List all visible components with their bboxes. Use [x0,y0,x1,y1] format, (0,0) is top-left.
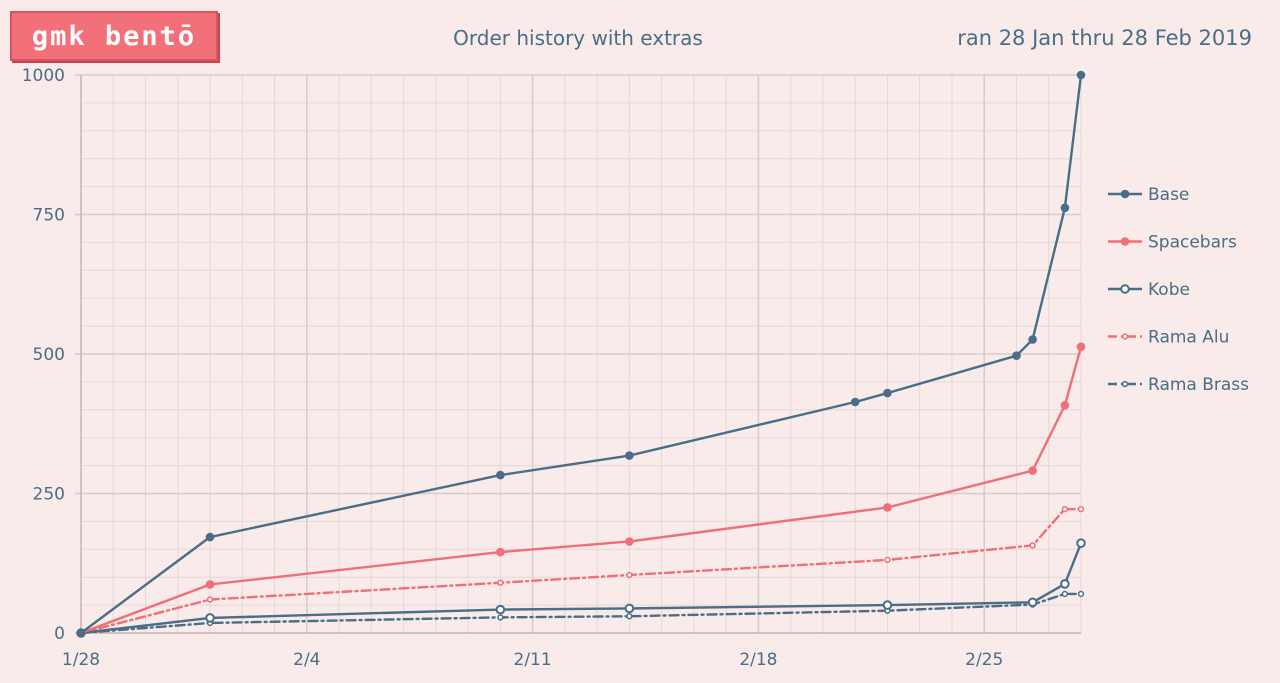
x-tick-label: 2/11 [514,650,552,670]
data-point-base [496,470,505,480]
y-tick-label: 500 [33,345,65,365]
series-base [76,70,1086,638]
data-point-kobe [1027,597,1038,608]
data-point-rama-alu [626,571,633,579]
data-point-rama-brass [626,613,633,620]
data-point-rama-brass [1061,590,1069,598]
data-point-base [1076,70,1086,80]
series [76,70,1086,638]
legend-swatch-marker [1121,333,1129,340]
data-point-rama-alu [497,579,504,586]
chart-subtitle: ran 28 Jan thru 28 Feb 2019 [957,26,1252,50]
data-point-spacebars [496,547,505,557]
legend-label: Rama Brass [1148,375,1249,395]
data-point-rama-brass [497,614,504,621]
data-point-rama-alu [1061,505,1069,513]
axes: 0 250 500 750 1000 1/28 2/4 2/11 2/18 2/25 [22,66,1081,670]
data-point-rama-brass [1077,590,1085,598]
legend-label: Kobe [1148,280,1190,300]
y-tick-label: 750 [33,206,65,226]
y-tick-label: 1000 [22,66,65,86]
brand-logo: gmk bentō [10,11,218,61]
data-point-rama-alu [884,556,891,564]
data-point-kobe [882,600,893,610]
legend-swatch-marker [1121,380,1129,388]
data-point-rama-alu [1029,542,1036,549]
data-point-spacebars [1028,466,1037,475]
series-line-rama-brass [79,592,1083,635]
data-point-spacebars [883,503,892,512]
data-point-rama-alu [1077,505,1085,513]
data-point-base [76,628,86,638]
legend: Base Spacebars Kobe Rama Alu Rama Brass [1108,185,1249,395]
data-point-kobe [495,604,506,615]
data-point-base [1060,203,1070,213]
brand-logo-text: gmk bentō [31,20,197,52]
data-point-base [205,532,215,542]
legend-item-rama-brass: Rama Brass [1108,375,1249,395]
legend-item-rama-alu: Rama Alu [1108,328,1229,348]
x-tick-label: 2/4 [293,650,320,670]
series-rama-brass [77,590,1085,637]
legend-item-spacebars: Spacebars [1108,233,1237,253]
grid [75,74,1082,634]
legend-label: Base [1148,185,1189,205]
data-point-base [1028,335,1037,344]
chart-title: Order history with extras [453,26,703,50]
legend-item-kobe: Kobe [1108,280,1190,300]
data-point-spacebars [205,580,215,589]
data-point-spacebars [1060,401,1070,410]
legend-label: Spacebars [1148,233,1237,253]
data-point-kobe [205,613,215,623]
x-tick-label: 2/25 [965,650,1003,670]
data-point-kobe [624,603,635,614]
y-tick-label: 0 [54,624,65,644]
data-point-rama-alu [206,596,214,603]
data-point-spacebars [625,537,634,546]
data-point-base [625,451,634,460]
legend-swatch-marker [1120,284,1130,294]
legend-swatch-marker [1120,189,1130,199]
legend-label: Rama Alu [1148,328,1229,348]
x-tick-label: 2/18 [739,650,777,670]
data-point-base [883,388,892,398]
data-point-kobe [1060,579,1070,589]
x-tick-label: 1/28 [62,650,100,670]
data-point-spacebars [1076,342,1086,352]
data-point-base [1012,351,1021,360]
data-point-kobe [1076,538,1086,548]
legend-swatch-marker [1120,237,1130,246]
series-rama-alu [77,505,1085,637]
data-point-base [850,397,860,407]
legend-item-base: Base [1108,185,1189,205]
series-line-base [79,73,1083,635]
series-line-kobe [79,541,1083,635]
y-tick-label: 250 [33,485,65,505]
series-line-spacebars [79,345,1083,635]
